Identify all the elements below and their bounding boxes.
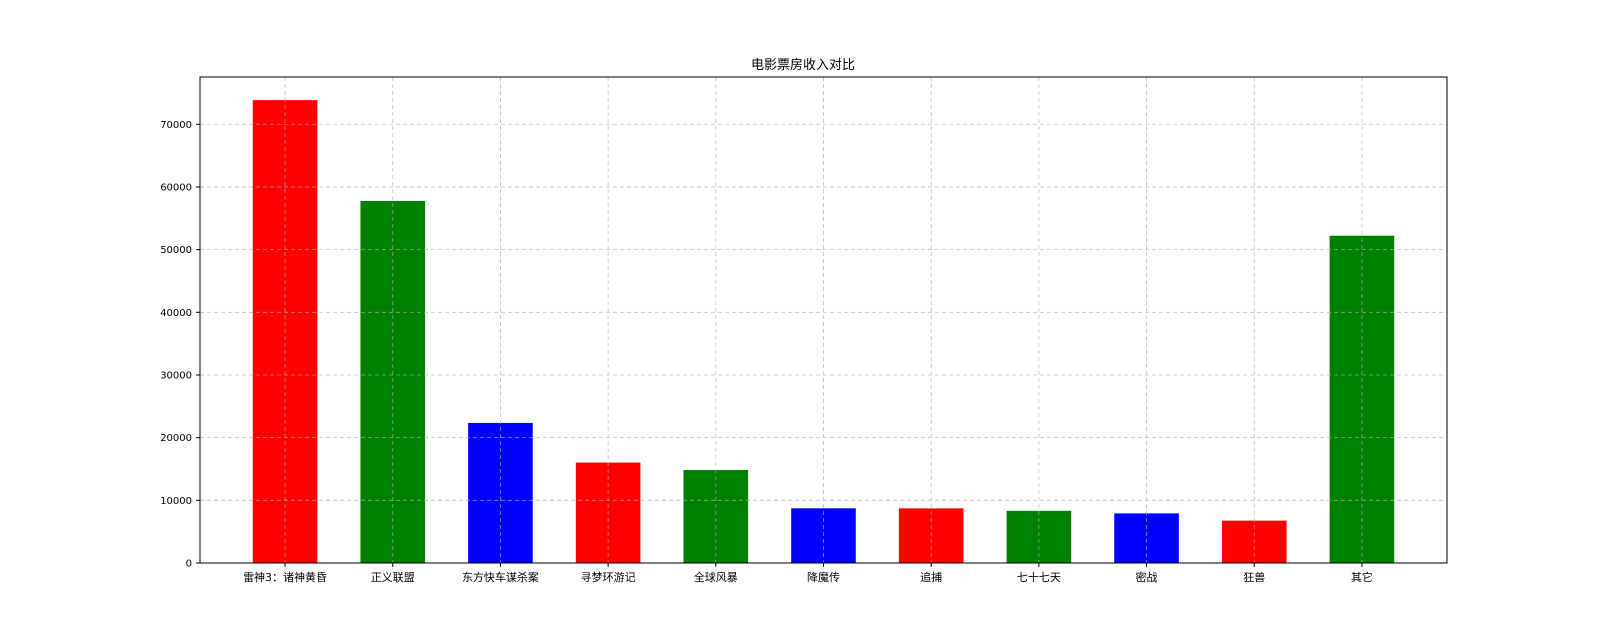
y-tick-label-5: 50000 <box>160 245 192 256</box>
x-tick-label-5: 降魔传 <box>807 570 840 584</box>
y-tick-label-2: 20000 <box>160 433 192 444</box>
y-tick-label-4: 40000 <box>160 308 192 319</box>
x-tick-label-3: 寻梦环游记 <box>581 571 636 584</box>
y-tick-label-1: 10000 <box>160 496 192 507</box>
x-tick-label-0: 雷神3：诸神黄昏 <box>243 570 327 584</box>
x-tick-label-8: 密战 <box>1136 570 1158 584</box>
x-tick-label-4: 全球风暴 <box>694 570 738 584</box>
chart-title: 电影票房收入对比 <box>751 57 855 73</box>
y-tick-label-3: 30000 <box>160 370 192 381</box>
y-axis: 0 10000 20000 30000 40000 50000 60000 70000 <box>160 120 200 570</box>
x-tick-label-9: 狂兽 <box>1243 570 1265 584</box>
grid-overlay-layer <box>200 77 1447 563</box>
y-tick-label-6: 60000 <box>160 182 192 193</box>
y-tick-label-0: 0 <box>186 559 192 570</box>
x-axis: 雷神3：诸神黄昏 正义联盟 东方快车谋杀案 寻梦环游记 全球风暴 降魔传 追捕 七十七天 密战 狂… <box>243 563 1373 584</box>
x-tick-label-7: 七十七天 <box>1017 570 1061 584</box>
x-tick-label-2: 东方快车谋杀案 <box>462 570 539 584</box>
y-tick-label-7: 70000 <box>160 120 192 131</box>
x-tick-label-10: 其它 <box>1351 570 1373 584</box>
x-tick-label-6: 追捕 <box>920 570 942 584</box>
x-tick-label-1: 正义联盟 <box>371 571 415 584</box>
